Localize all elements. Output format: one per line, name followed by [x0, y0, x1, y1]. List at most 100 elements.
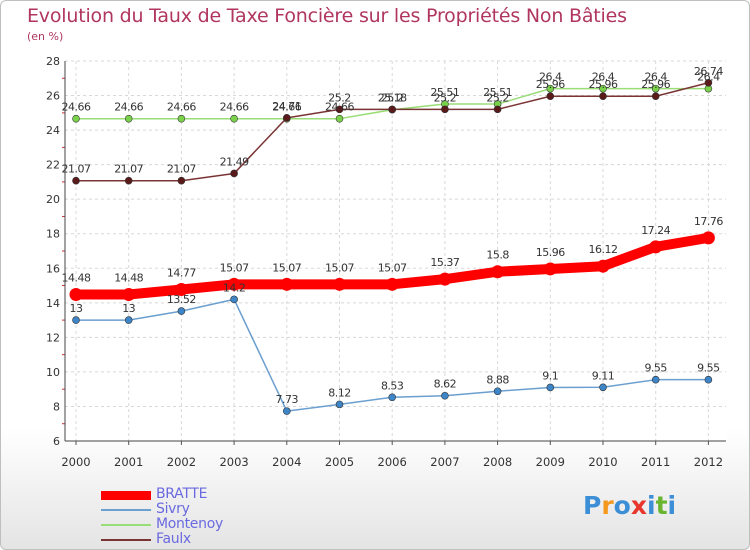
- data-point-faulx: [441, 105, 449, 114]
- data-point-sivry: [124, 316, 133, 324]
- data-label-montenoy: 26.4: [644, 71, 667, 84]
- data-label-sivry: 9.11: [592, 369, 615, 382]
- data-point-faulx: [124, 176, 133, 185]
- data-label-bratte: 15.07: [220, 261, 249, 274]
- data-point-bratte: [122, 288, 136, 302]
- data-label-bratte: 15.07: [272, 261, 301, 274]
- data-label-faulx: 25.96: [641, 78, 670, 91]
- data-label-bratte: 17.76: [694, 215, 723, 228]
- x-tick-label: 2007: [430, 455, 459, 469]
- x-tick-label: 2008: [483, 455, 512, 469]
- logo-letter: i: [667, 491, 677, 520]
- data-point-bratte: [491, 265, 505, 279]
- data-label-faulx: 24.71: [272, 100, 301, 113]
- data-label-montenoy: 24.66: [114, 101, 143, 114]
- y-tick-label: 10: [46, 366, 60, 379]
- x-tick-label: 2010: [588, 455, 617, 469]
- data-point-faulx: [388, 105, 397, 114]
- x-tick-label: 2003: [219, 455, 248, 469]
- data-label-bratte: 15.96: [536, 246, 565, 259]
- data-point-sivry: [388, 393, 397, 402]
- x-tick-label: 2000: [61, 455, 90, 469]
- data-point-faulx: [230, 169, 238, 178]
- y-tick-label: 16: [46, 262, 60, 275]
- data-label-sivry: 14.2: [223, 281, 246, 294]
- data-point-bratte: [280, 277, 294, 291]
- legend-swatch-faulx: [101, 539, 151, 541]
- chart-title: Evolution du Taux de Taxe Foncière sur l…: [27, 5, 627, 27]
- y-tick-label: 18: [46, 228, 60, 241]
- data-label-faulx: 21.07: [167, 163, 196, 176]
- data-label-bratte: 15.07: [378, 261, 407, 274]
- data-point-sivry: [230, 295, 238, 304]
- data-label-faulx: 21.07: [62, 163, 91, 176]
- x-tick-label: 2012: [694, 455, 723, 469]
- data-point-faulx: [282, 114, 291, 122]
- data-label-sivry: 13: [122, 302, 135, 315]
- data-point-faulx: [651, 92, 660, 101]
- data-label-montenoy: 24.66: [220, 101, 249, 114]
- data-label-faulx: 25.96: [536, 78, 565, 91]
- legend-swatch-sivry: [101, 509, 151, 511]
- data-label-bratte: 14.48: [62, 272, 91, 285]
- data-point-sivry: [651, 375, 660, 384]
- data-point-montenoy: [72, 114, 80, 123]
- y-tick-label: 12: [46, 331, 60, 344]
- data-label-montenoy: 25.18: [378, 92, 407, 105]
- data-label-faulx: 25.2: [328, 91, 351, 104]
- data-label-sivry: 8.12: [328, 386, 351, 399]
- data-label-sivry: 8.53: [381, 379, 404, 392]
- logo-letter: P: [583, 491, 602, 520]
- data-point-faulx: [493, 105, 502, 114]
- y-tick-label: 8: [53, 400, 60, 413]
- data-label-sivry: 8.62: [434, 378, 457, 391]
- y-tick-label: 20: [46, 193, 60, 206]
- data-label-sivry: 9.55: [644, 362, 667, 375]
- data-label-montenoy: 24.66: [272, 101, 301, 114]
- y-tick-label: 6: [53, 435, 60, 448]
- data-label-sivry: 9.55: [697, 362, 720, 375]
- data-label-bratte: 15.07: [325, 261, 354, 274]
- proxiti-logo: Proxiti: [583, 491, 676, 520]
- x-tick-label: 2002: [167, 455, 196, 469]
- data-label-faulx: 25.2: [486, 91, 509, 104]
- data-point-montenoy: [546, 84, 555, 93]
- data-point-bratte: [333, 277, 346, 291]
- data-point-faulx: [704, 78, 713, 87]
- y-tick-label: 24: [46, 124, 60, 137]
- data-label-faulx: 25.2: [381, 91, 404, 104]
- data-point-sivry: [441, 391, 449, 400]
- data-label-faulx: 26.74: [694, 65, 723, 78]
- legend-label-sivry: Sivry: [156, 501, 190, 517]
- data-label-faulx: 25.96: [589, 78, 618, 91]
- legend-label-faulx: Faulx: [156, 531, 191, 547]
- data-point-sivry: [282, 407, 291, 415]
- data-point-sivry: [599, 383, 607, 392]
- data-label-bratte: 14.77: [167, 267, 196, 280]
- logo-letter: i: [647, 491, 656, 520]
- legend-swatch-montenoy: [101, 524, 151, 526]
- x-tick-label: 2011: [641, 455, 670, 469]
- data-label-sivry: 8.88: [486, 373, 509, 386]
- data-label-montenoy: 26.4: [697, 71, 720, 84]
- legend-label-bratte: BRATTE: [156, 486, 208, 502]
- data-point-sivry: [335, 400, 344, 409]
- x-tick-label: 2004: [272, 455, 301, 469]
- y-tick-label: 14: [46, 297, 60, 310]
- data-label-sivry: 13: [70, 302, 83, 315]
- data-point-montenoy: [651, 84, 660, 93]
- data-point-bratte: [596, 259, 610, 273]
- data-label-sivry: 9.1: [542, 369, 558, 382]
- y-tick-label: 28: [46, 55, 60, 68]
- legend-swatch-bratte: [101, 490, 151, 500]
- data-label-faulx: 21.07: [114, 163, 143, 176]
- data-label-montenoy: 26.4: [592, 71, 615, 84]
- data-point-montenoy: [124, 114, 133, 123]
- data-point-bratte: [69, 288, 83, 302]
- legend-label-montenoy: Montenoy: [156, 516, 223, 532]
- data-label-bratte: 15.37: [430, 256, 459, 269]
- data-point-sivry: [72, 316, 80, 324]
- data-label-montenoy: 25.51: [483, 86, 512, 99]
- data-point-bratte: [438, 272, 452, 286]
